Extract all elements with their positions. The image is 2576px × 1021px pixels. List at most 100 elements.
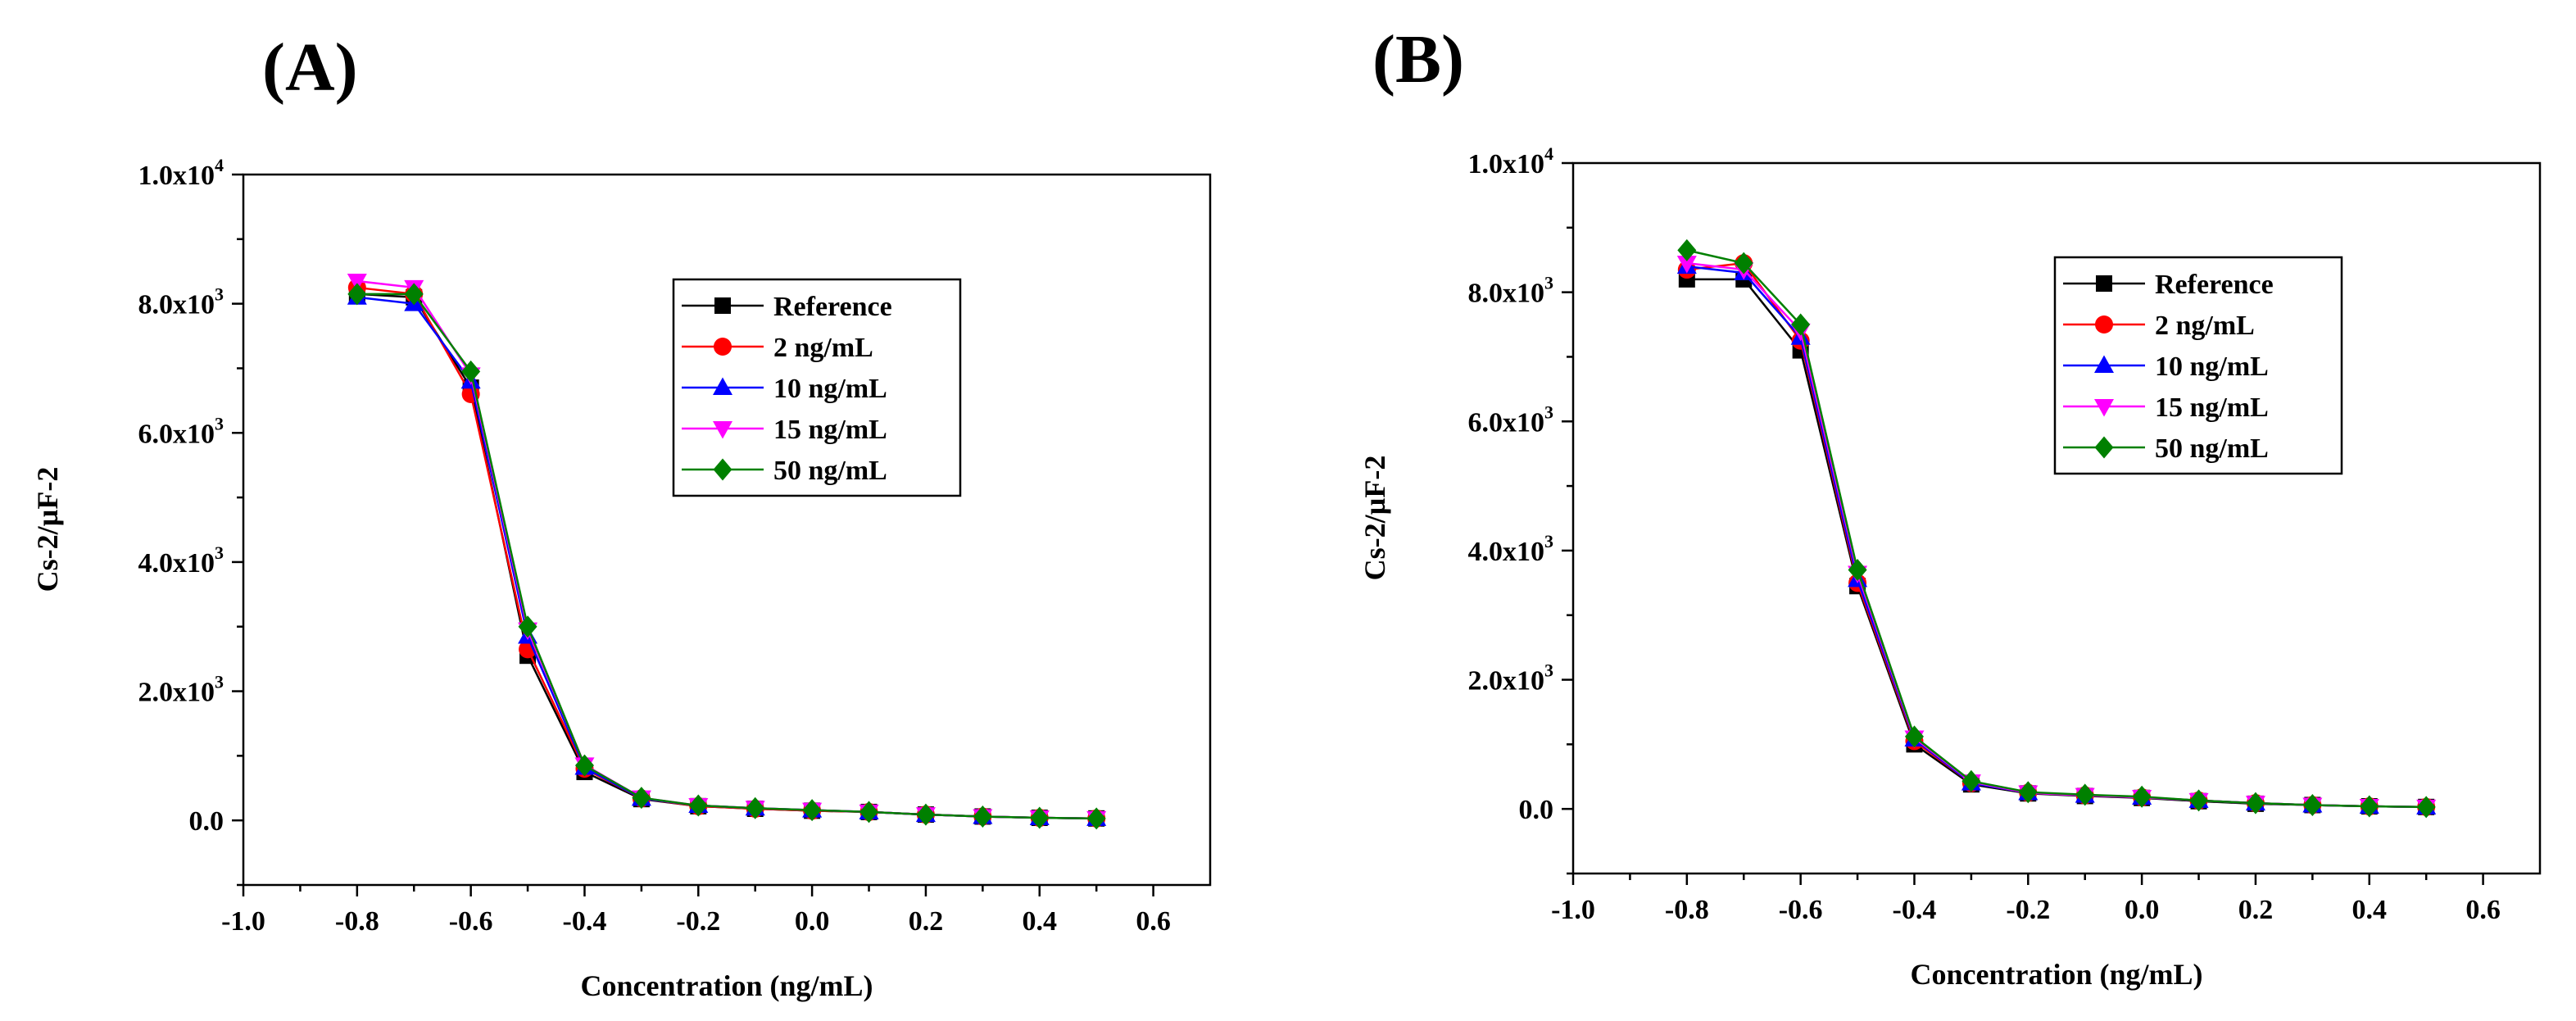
data-point-50ng	[859, 801, 879, 824]
data-point-50ng	[1791, 313, 1811, 336]
legend-label-15ng: 15 ng/mL	[773, 415, 887, 445]
x-tick-label: 0.0	[795, 906, 830, 937]
x-tick-label: 0.6	[1136, 906, 1171, 937]
data-point-50ng	[802, 799, 822, 822]
x-tick-label: 0.2	[909, 906, 944, 937]
legend-marker-15ng	[2094, 399, 2114, 417]
data-point-50ng	[916, 803, 936, 826]
x-tick-label: -0.2	[676, 906, 720, 937]
plot-frame	[242, 173, 1212, 887]
data-point-50ng	[1086, 807, 1106, 830]
legend-marker-2ng	[2095, 315, 2113, 334]
x-tick-label: -0.4	[1893, 895, 1937, 925]
y-axis-label: Cs-2/µF-2	[1358, 456, 1391, 581]
legend-marker-50ng	[2094, 436, 2114, 459]
legend-marker-10ng	[713, 377, 732, 395]
data-point-15ng	[1676, 256, 1697, 274]
x-axis-label: Concentration (ng/mL)	[1911, 958, 2203, 991]
data-point-50ng	[973, 805, 992, 828]
data-point-50ng	[1848, 559, 1867, 582]
x-tick-label: 0.2	[2238, 895, 2274, 925]
y-tick-label: 4.0x103	[1468, 531, 1554, 567]
legend-label-2ng: 2 ng/mL	[2155, 311, 2255, 341]
y-tick-label: 0.0	[1519, 795, 1554, 825]
data-point-50ng	[2360, 795, 2379, 818]
x-tick-label: -0.4	[563, 906, 607, 937]
series-line-50ng	[1686, 249, 2427, 809]
x-axis: -1.0 -0.8 -0.6 -0.4 -0.2 0.0 0.2 0.4 0.6	[1551, 874, 2501, 925]
legend-marker-10ng	[2094, 355, 2114, 373]
x-tick-label: -0.6	[1779, 895, 1823, 925]
y-tick-label: 0.0	[189, 806, 224, 837]
data-point-50ng	[2132, 785, 2152, 808]
x-tick-label: -1.0	[1551, 895, 1595, 925]
data-point-50ng	[574, 754, 594, 777]
data-point-50ng	[1734, 252, 1753, 275]
legend-marker-reference	[714, 297, 731, 314]
data-point-50ng	[1961, 769, 1981, 792]
series-50ng	[347, 283, 1106, 830]
legend-marker-reference	[2096, 275, 2112, 292]
series-line-50ng	[356, 293, 1097, 820]
legend-label-reference: Reference	[2155, 270, 2274, 300]
legend-marker-15ng	[713, 421, 732, 439]
y-tick-label: 2.0x103	[138, 672, 224, 708]
y-axis: 0.0 2.0x103 4.0x103 6.0x103 8.0x103 1.0x104	[138, 155, 243, 887]
y-tick-label: 6.0x103	[1468, 402, 1554, 438]
x-tick-label: -0.6	[449, 906, 493, 937]
y-tick-label: 4.0x103	[138, 542, 224, 579]
legend-label-10ng: 10 ng/mL	[2155, 352, 2269, 382]
y-tick-label: 8.0x103	[1468, 273, 1554, 309]
x-tick-label: 0.0	[2125, 895, 2160, 925]
legend: Reference 2 ng/mL 10 ng/mL 15 ng/mL 50 ng/mL	[2053, 256, 2343, 475]
data-point-50ng	[746, 796, 765, 819]
x-tick-label: -0.2	[2006, 895, 2050, 925]
series-50ng	[1677, 238, 2436, 819]
y-tick-label: 1.0x104	[1468, 143, 1554, 179]
y-tick-label: 2.0x103	[1468, 660, 1554, 697]
x-tick-label: 0.4	[1023, 906, 1058, 937]
legend-label-50ng: 50 ng/mL	[2155, 433, 2269, 464]
data-point-50ng	[2416, 796, 2436, 819]
data-point-50ng	[2189, 789, 2209, 812]
legend-marker-50ng	[713, 458, 732, 481]
legend-label-50ng: 50 ng/mL	[773, 456, 887, 486]
data-point-50ng	[518, 615, 537, 638]
data-point-50ng	[2075, 783, 2095, 806]
x-tick-label: -0.8	[335, 906, 379, 937]
x-tick-label: -1.0	[221, 906, 265, 937]
panel-label: (A)	[262, 29, 358, 106]
y-tick-label: 8.0x103	[138, 284, 224, 320]
data-point-50ng	[2246, 792, 2265, 815]
plot-frame	[1571, 161, 2542, 875]
panel-label: (B)	[1372, 21, 1464, 98]
x-tick-label: -0.8	[1665, 895, 1709, 925]
panel-b: (B) -1.0 -0.8 -0.6 -0.4 -0.2 0.0 0.2 0.4 0.6 0.0 2.…	[1358, 21, 2542, 991]
legend-label-reference: Reference	[773, 292, 892, 322]
y-axis-label: Cs-2/µF-2	[31, 467, 64, 592]
y-tick-label: 1.0x104	[138, 155, 224, 191]
x-axis: -1.0 -0.8 -0.6 -0.4 -0.2 0.0 0.2 0.4 0.6	[221, 885, 1171, 937]
x-tick-label: 0.4	[2352, 895, 2388, 925]
x-tick-label: 0.6	[2465, 895, 2501, 925]
data-point-50ng	[461, 360, 481, 383]
data-point-50ng	[1904, 725, 1924, 748]
data-point-50ng	[1677, 238, 1697, 261]
data-point-50ng	[632, 787, 651, 810]
data-point-15ng	[347, 274, 367, 292]
y-axis: 0.0 2.0x103 4.0x103 6.0x103 8.0x103 1.0x104	[1468, 143, 1573, 875]
data-point-50ng	[688, 794, 708, 817]
legend-label-2ng: 2 ng/mL	[773, 333, 873, 363]
data-point-50ng	[347, 283, 367, 306]
legend: Reference 2 ng/mL 10 ng/mL 15 ng/mL 50 ng/mL	[672, 278, 962, 497]
data-point-50ng	[2302, 793, 2322, 816]
data-point-50ng	[2018, 781, 2038, 804]
legend-label-10ng: 10 ng/mL	[773, 374, 887, 404]
legend-marker-2ng	[714, 338, 732, 356]
panel-a: (A) -1.0 -0.8 -0.6 -0.4 -0.2 0.0 0.2 0.4 0.6 0.0 2.…	[31, 29, 1212, 1002]
legend-label-15ng: 15 ng/mL	[2155, 393, 2269, 423]
data-point-50ng	[404, 283, 424, 306]
x-axis-label: Concentration (ng/mL)	[581, 969, 873, 1002]
data-point-50ng	[1030, 806, 1050, 829]
